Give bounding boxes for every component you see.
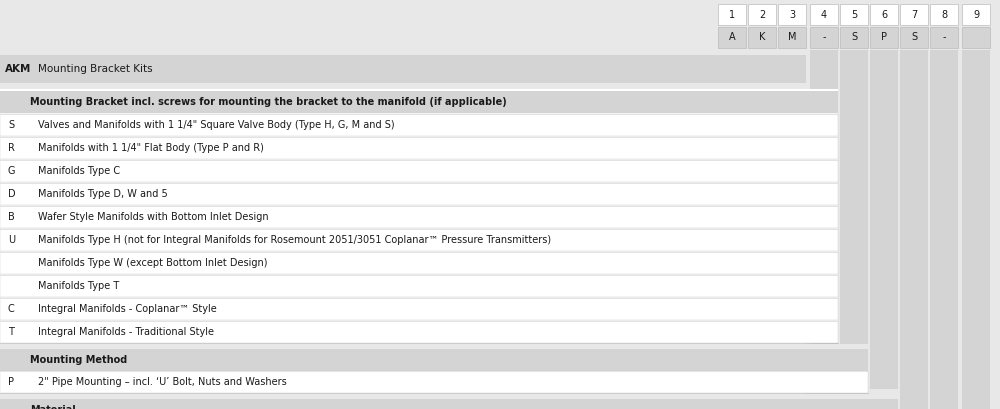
Bar — [962, 4, 990, 25]
Bar — [930, 27, 958, 48]
Bar — [870, 27, 898, 48]
Bar — [0, 206, 838, 228]
Bar — [0, 229, 838, 251]
Text: P: P — [8, 377, 14, 387]
Bar — [962, 50, 990, 409]
Text: Manifolds Type C: Manifolds Type C — [38, 166, 120, 176]
Text: 2" Pipe Mounting – incl. ‘U’ Bolt, Nuts and Washers: 2" Pipe Mounting – incl. ‘U’ Bolt, Nuts … — [38, 377, 287, 387]
Bar — [840, 50, 868, 389]
Bar — [900, 4, 928, 25]
Bar — [0, 399, 898, 409]
Bar — [962, 27, 990, 48]
Bar — [840, 27, 868, 48]
Bar — [718, 50, 806, 343]
Bar — [0, 91, 838, 113]
Bar — [870, 4, 898, 25]
Text: 2: 2 — [759, 9, 765, 20]
Bar — [810, 4, 838, 25]
Bar — [0, 55, 806, 83]
Text: P: P — [881, 32, 887, 43]
Text: 5: 5 — [851, 9, 857, 20]
Bar — [0, 275, 838, 297]
Bar — [0, 394, 898, 399]
Text: Mounting Method: Mounting Method — [30, 355, 127, 365]
Text: S: S — [8, 120, 14, 130]
Text: D: D — [8, 189, 16, 199]
Text: Material: Material — [30, 405, 76, 409]
Bar — [810, 27, 838, 48]
Bar — [0, 114, 838, 136]
Text: K: K — [759, 32, 765, 43]
Text: Manifolds Type H (not for Integral Manifolds for Rosemount 2051/3051 Coplanar™ P: Manifolds Type H (not for Integral Manif… — [38, 235, 551, 245]
Bar — [0, 252, 838, 274]
Text: Valves and Manifolds with 1 1/4" Square Valve Body (Type H, G, M and S): Valves and Manifolds with 1 1/4" Square … — [38, 120, 395, 130]
Bar — [0, 83, 806, 89]
Text: -: - — [822, 32, 826, 43]
Text: G: G — [8, 166, 16, 176]
Text: B: B — [8, 212, 15, 222]
Bar — [810, 50, 838, 367]
Text: AKM: AKM — [5, 64, 31, 74]
Text: Wafer Style Manifolds with Bottom Inlet Design: Wafer Style Manifolds with Bottom Inlet … — [38, 212, 269, 222]
Text: T: T — [8, 327, 14, 337]
Text: Mounting Bracket incl. screws for mounting the bracket to the manifold (if appli: Mounting Bracket incl. screws for mounti… — [30, 97, 507, 107]
Bar — [0, 183, 838, 205]
Text: Manifolds Type W (except Bottom Inlet Design): Manifolds Type W (except Bottom Inlet De… — [38, 258, 268, 268]
Bar — [0, 137, 838, 159]
Text: 1: 1 — [729, 9, 735, 20]
Bar — [930, 50, 958, 409]
Bar — [0, 89, 838, 337]
Bar — [778, 27, 806, 48]
Bar — [0, 371, 868, 393]
Bar — [0, 160, 838, 182]
Text: Integral Manifolds - Coplanar™ Style: Integral Manifolds - Coplanar™ Style — [38, 304, 217, 314]
Text: Manifolds with 1 1/4" Flat Body (Type P and R): Manifolds with 1 1/4" Flat Body (Type P … — [38, 143, 264, 153]
Text: Integral Manifolds - Traditional Style: Integral Manifolds - Traditional Style — [38, 327, 214, 337]
Bar — [718, 4, 746, 25]
Text: Manifolds Type T: Manifolds Type T — [38, 281, 119, 291]
Bar — [748, 4, 776, 25]
Bar — [0, 89, 806, 409]
Text: -: - — [942, 32, 946, 43]
Text: S: S — [911, 32, 917, 43]
Text: 7: 7 — [911, 9, 917, 20]
Bar — [840, 4, 868, 25]
Text: S: S — [851, 32, 857, 43]
Bar — [778, 4, 806, 25]
Text: A: A — [729, 32, 735, 43]
Bar — [0, 349, 868, 371]
Bar — [718, 27, 746, 48]
Bar — [0, 344, 868, 349]
Bar — [900, 27, 928, 48]
Text: Manifolds Type D, W and 5: Manifolds Type D, W and 5 — [38, 189, 168, 199]
Text: 6: 6 — [881, 9, 887, 20]
Bar — [900, 50, 928, 409]
Text: U: U — [8, 235, 15, 245]
Text: C: C — [8, 304, 15, 314]
Bar — [930, 4, 958, 25]
Text: Mounting Bracket Kits: Mounting Bracket Kits — [38, 64, 153, 74]
Bar — [748, 27, 776, 48]
Text: R: R — [8, 143, 15, 153]
Text: 8: 8 — [941, 9, 947, 20]
Text: 3: 3 — [789, 9, 795, 20]
Text: 9: 9 — [973, 9, 979, 20]
Text: M: M — [788, 32, 796, 43]
Bar — [870, 50, 898, 389]
Bar — [0, 49, 806, 56]
Text: 4: 4 — [821, 9, 827, 20]
Bar — [0, 321, 838, 343]
Bar — [0, 298, 838, 320]
